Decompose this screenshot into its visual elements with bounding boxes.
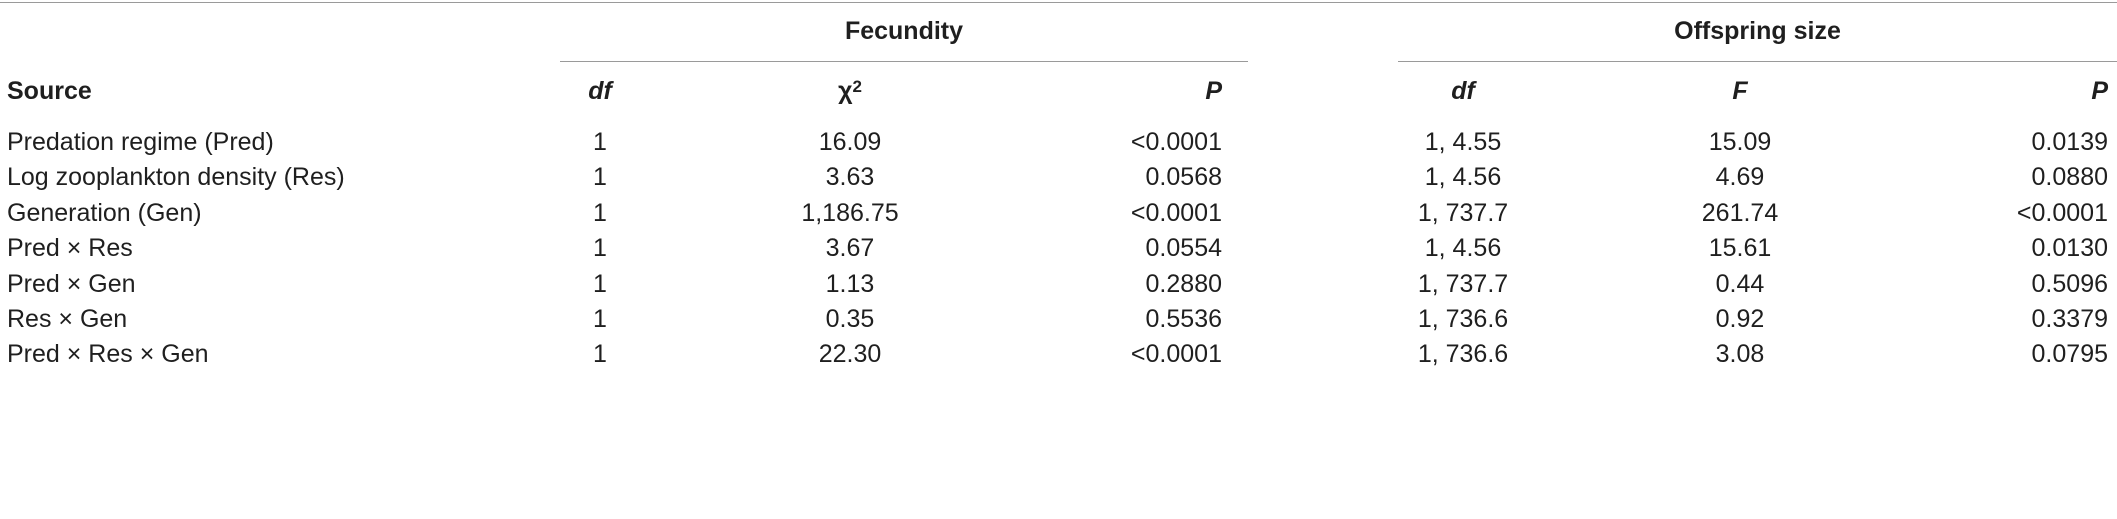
chi-superscript: 2 xyxy=(852,77,862,96)
group-header-offspring-size: Offspring size xyxy=(1674,17,1841,45)
cell-df-offspring: 1, 736.6 xyxy=(1417,340,1509,368)
column-header-p-fecundity: P xyxy=(1205,77,1222,105)
table-top-rule xyxy=(0,2,2117,3)
cell-df-offspring: 1, 4.56 xyxy=(1424,234,1502,262)
cell-df-fecundity: 1 xyxy=(593,128,607,156)
cell-source: Log zooplankton density (Res) xyxy=(7,163,345,191)
cell-df-offspring: 1, 736.6 xyxy=(1417,305,1509,333)
table-row: Pred × Gen 1 1.13 0.2880 1, 737.7 0.44 0… xyxy=(0,269,2117,305)
cell-p-offspring: 0.0139 xyxy=(2031,128,2108,156)
cell-df-offspring: 1, 4.56 xyxy=(1424,163,1502,191)
cell-df-fecundity: 1 xyxy=(593,340,607,368)
cell-f: 0.92 xyxy=(1715,305,1765,333)
cell-source: Pred × Gen xyxy=(7,270,136,298)
cell-p-fecundity: 0.5536 xyxy=(1145,305,1222,333)
cell-chi-square: 1.13 xyxy=(825,270,875,298)
table-row: Predation regime (Pred) 1 16.09 <0.0001 … xyxy=(0,127,2117,163)
column-header-source: Source xyxy=(7,77,92,105)
table-row: Res × Gen 1 0.35 0.5536 1, 736.6 0.92 0.… xyxy=(0,304,2117,340)
group-header-fecundity: Fecundity xyxy=(844,17,964,45)
cell-chi-square: 1,186.75 xyxy=(801,199,899,227)
cell-f: 261.74 xyxy=(1701,199,1779,227)
cell-p-fecundity: 0.2880 xyxy=(1145,270,1222,298)
table-row: Pred × Res 1 3.67 0.0554 1, 4.56 15.61 0… xyxy=(0,233,2117,269)
cell-p-fecundity: <0.0001 xyxy=(1130,340,1222,368)
cell-chi-square: 3.67 xyxy=(825,234,875,262)
cell-f: 15.61 xyxy=(1708,234,1772,262)
cell-chi-square: 16.09 xyxy=(818,128,882,156)
cell-source: Pred × Res × Gen xyxy=(7,340,209,368)
group-rule-fecundity xyxy=(560,61,1248,62)
cell-p-offspring: 0.5096 xyxy=(2031,270,2108,298)
column-header-f: F xyxy=(1732,77,1748,105)
cell-p-fecundity: 0.0554 xyxy=(1145,234,1222,262)
cell-p-offspring: 0.0130 xyxy=(2031,234,2108,262)
cell-p-fecundity: <0.0001 xyxy=(1130,199,1222,227)
cell-df-offspring: 1, 737.7 xyxy=(1417,270,1509,298)
column-header-df-fecundity: df xyxy=(588,77,612,105)
cell-source: Predation regime (Pred) xyxy=(7,128,274,156)
cell-source: Generation (Gen) xyxy=(7,199,202,227)
cell-p-offspring: 0.0880 xyxy=(2031,163,2108,191)
cell-df-fecundity: 1 xyxy=(593,199,607,227)
cell-f: 4.69 xyxy=(1715,163,1765,191)
cell-p-offspring: <0.0001 xyxy=(2016,199,2108,227)
cell-df-fecundity: 1 xyxy=(593,163,607,191)
group-rule-offspring-size xyxy=(1398,61,2117,62)
column-header-p-offspring: P xyxy=(2091,77,2108,105)
column-header-chi-square: χ2 xyxy=(720,76,980,106)
cell-df-fecundity: 1 xyxy=(593,305,607,333)
cell-df-fecundity: 1 xyxy=(593,270,607,298)
cell-p-offspring: 0.3379 xyxy=(2031,305,2108,333)
cell-source: Res × Gen xyxy=(7,305,128,333)
cell-chi-square: 22.30 xyxy=(818,340,882,368)
cell-source: Pred × Res xyxy=(7,234,133,262)
cell-f: 0.44 xyxy=(1715,270,1765,298)
cell-df-offspring: 1, 737.7 xyxy=(1417,199,1509,227)
chi-symbol: χ xyxy=(838,77,853,105)
cell-df-fecundity: 1 xyxy=(593,234,607,262)
cell-f: 3.08 xyxy=(1715,340,1765,368)
cell-chi-square: 0.35 xyxy=(825,305,875,333)
cell-f: 15.09 xyxy=(1708,128,1772,156)
table-row: Generation (Gen) 1 1,186.75 <0.0001 1, 7… xyxy=(0,198,2117,234)
table-row: Log zooplankton density (Res) 1 3.63 0.0… xyxy=(0,162,2117,198)
cell-p-fecundity: 0.0568 xyxy=(1145,163,1222,191)
cell-p-fecundity: <0.0001 xyxy=(1130,128,1222,156)
cell-p-offspring: 0.0795 xyxy=(2031,340,2108,368)
cell-df-offspring: 1, 4.55 xyxy=(1424,128,1502,156)
cell-chi-square: 3.63 xyxy=(825,163,875,191)
table-row: Pred × Res × Gen 1 22.30 <0.0001 1, 736.… xyxy=(0,339,2117,375)
column-header-df-offspring: df xyxy=(1451,77,1475,105)
